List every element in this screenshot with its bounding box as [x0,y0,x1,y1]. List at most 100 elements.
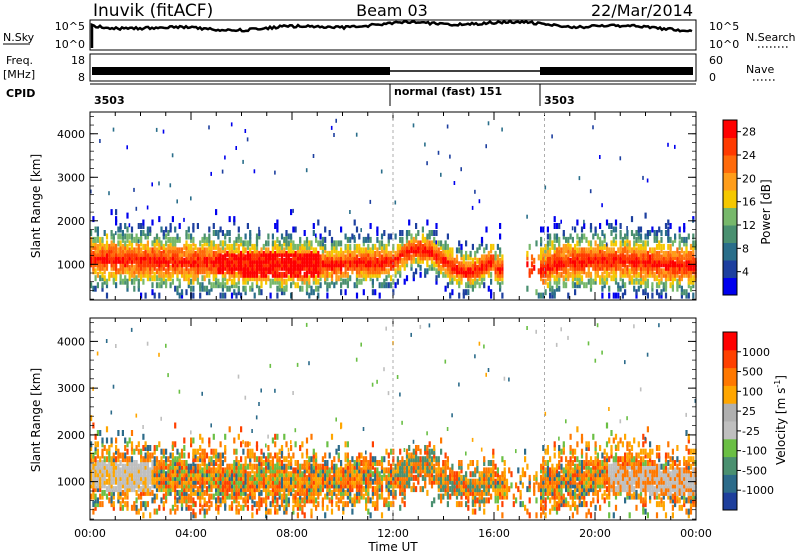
heatmap-cell [169,226,172,233]
heatmap-cell [162,482,165,489]
heatmap-cell [249,233,252,240]
heatmap-cell [265,504,268,511]
heatmap-cell [146,233,149,240]
heatmap-cell [374,243,377,250]
heatmap-cell [165,233,168,240]
heatmap-cell [192,278,195,285]
heatmap-cell [305,452,309,459]
heatmap-cell [269,261,272,268]
heatmap-cell [101,285,104,292]
heatmap-cell [639,254,643,261]
heatmap-cell [137,478,140,485]
heatmap-cell [433,497,436,504]
heatmap-cell [255,467,259,474]
heatmap-cell [267,489,270,496]
heatmap-cell [335,463,338,470]
heatmap-cell [365,261,368,268]
heatmap-cell [664,257,668,264]
heatmap-cell [462,292,465,299]
heatmap-cell [251,271,254,278]
heatmap-cell [103,445,106,451]
heatmap-cell [285,240,288,247]
heatmap-cell [144,250,147,257]
heatmap-cell [112,467,115,474]
heatmap-cell [265,278,268,285]
heatmap-cell [296,243,299,250]
heatmap-cell [462,268,465,275]
heatmap-cell [265,497,268,504]
heatmap-cell [258,486,261,493]
heatmap-cell [578,250,581,257]
heatmap-cell [408,240,411,247]
heatmap-cell [192,482,195,489]
heatmap-cell [271,471,274,478]
heatmap-cell [240,264,243,271]
heatmap-cell [287,261,290,268]
heatmap-cell [233,474,236,481]
heatmap-cell [105,486,109,493]
heatmap-cell [385,501,388,508]
power-colorbar-swatch [723,190,737,208]
heatmap-cell [283,493,286,500]
heatmap-cell [310,486,313,493]
heatmap-cell [228,478,231,485]
heatmap-cell [244,271,247,278]
heatmap-cell [199,452,202,459]
heatmap-cell [308,486,311,493]
heatmap-cell [203,508,206,515]
heatmap-cell [176,285,179,292]
heatmap-cell [212,271,215,278]
heatmap-cell [603,275,606,282]
heatmap-cell [462,271,465,278]
heatmap-cell [115,271,118,278]
heatmap-cell [217,268,220,275]
heatmap-cell [465,264,468,271]
heatmap-cell [303,493,306,500]
heatmap-cell [374,474,377,481]
heatmap-cell [115,264,118,271]
heatmap-cell [415,448,418,455]
heatmap-cell [326,441,329,448]
heatmap-cell [337,268,340,275]
heatmap-cell [230,250,234,257]
heatmap-cell [553,275,556,282]
heatmap-cell [94,268,97,275]
heatmap-cell [365,489,368,496]
heatmap-cell [396,474,399,481]
heatmap-cell [612,226,615,233]
heatmap-cell [562,257,565,264]
heatmap-cell [687,271,690,278]
heatmap-cell [337,497,340,504]
heatmap-cell [390,489,393,496]
heatmap-cell [469,254,472,261]
heatmap-cell [135,206,138,211]
heatmap-cell [192,512,195,519]
heatmap-cell [255,501,259,508]
heatmap-cell [278,275,281,282]
heatmap-cell [526,214,528,219]
heatmap-cell [269,250,272,257]
heatmap-cell [578,275,581,282]
heatmap-cell [174,247,177,254]
heatmap-cell [678,268,681,275]
heatmap-cell [442,482,445,489]
heatmap-cell [614,271,618,278]
heatmap-cell [110,230,113,236]
heatmap-cell [599,261,602,268]
heatmap-cell [190,236,193,243]
heatmap-cell [162,278,165,285]
heatmap-cell [476,271,479,278]
heatmap-cell [346,456,349,463]
heatmap-cell [421,226,424,233]
heatmap-cell [103,467,106,474]
heatmap-cell [155,478,159,485]
heatmap-cell [269,508,272,515]
heatmap-cell [174,497,177,504]
heatmap-cell [399,271,402,278]
heatmap-cell [305,278,309,285]
heatmap-cell [592,278,595,285]
heatmap-cell [169,486,172,493]
heatmap-cell [346,486,349,493]
heatmap-cell [405,452,409,459]
heatmap-cell [689,243,693,250]
